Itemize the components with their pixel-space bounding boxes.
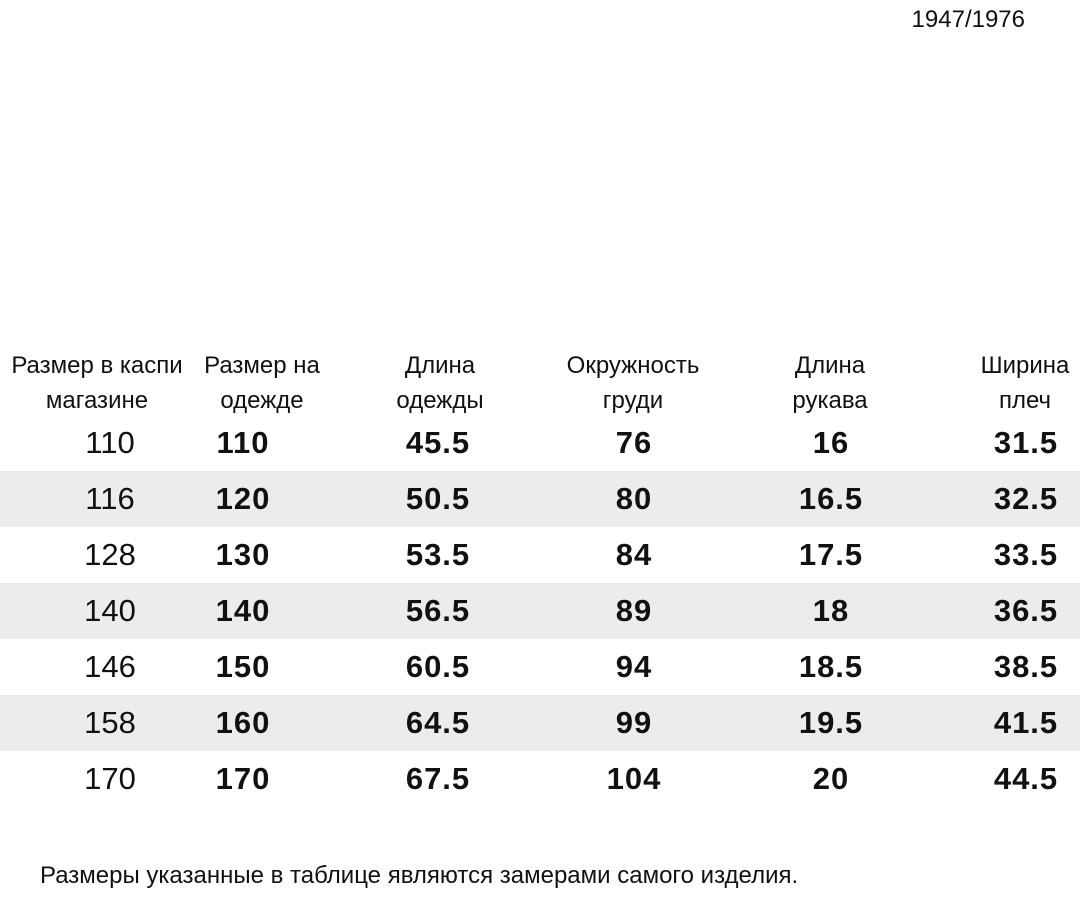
table-cell: 150: [215, 649, 271, 684]
table-cell: 160: [215, 705, 271, 740]
table-cell: 89: [615, 593, 653, 628]
column-header: Размер на одежде: [204, 352, 320, 414]
table-cell: 16: [812, 425, 850, 460]
table-cell: 41.5: [993, 705, 1059, 740]
table-cell: 99: [615, 705, 653, 740]
table-cell: 110: [216, 425, 270, 460]
table-cell: 32.5: [993, 481, 1059, 516]
table-cell: 94: [615, 649, 653, 684]
table-cell: 104: [606, 761, 662, 796]
table-cell: 170: [84, 761, 136, 796]
table-cell: 146: [84, 649, 136, 684]
table-cell: 120: [215, 481, 271, 516]
table-cell: 76: [615, 425, 653, 460]
table-cell: 36.5: [993, 593, 1059, 628]
table-cell: 140: [215, 593, 271, 628]
row-stripe: [0, 471, 1080, 527]
table-cell: 158: [84, 705, 136, 740]
table-cell: 18.5: [798, 649, 864, 684]
note: Размеры указанные в таблице являются зам…: [40, 862, 799, 889]
table-cell: 130: [215, 537, 271, 572]
table-cell: 60.5: [405, 649, 471, 684]
table-cell: 17.5: [798, 537, 864, 572]
table-cell: 67.5: [405, 761, 471, 796]
table-cell: 38.5: [993, 649, 1059, 684]
table-cell: 50.5: [405, 481, 471, 516]
table-cell: 128: [84, 537, 136, 572]
table-cell: 18: [812, 593, 850, 628]
table-cell: 170: [215, 761, 271, 796]
row-stripe: [0, 695, 1080, 751]
table-cell: 140: [84, 593, 136, 628]
table-cell: 116: [85, 481, 135, 516]
table-cell: 84: [615, 537, 653, 572]
column-header: Длина одежды: [396, 352, 484, 414]
table-cell: 56.5: [405, 593, 471, 628]
column-header: Размер в каспи магазине: [11, 352, 183, 414]
table-cell: 45.5: [405, 425, 471, 460]
table-cell: 19.5: [798, 705, 864, 740]
row-stripe: [0, 583, 1080, 639]
table-cell: 31.5: [993, 425, 1059, 460]
table-cell: 110: [85, 425, 135, 460]
table-cell: 44.5: [993, 761, 1059, 796]
product-code: 1947/1976: [911, 6, 1025, 33]
column-header: Ширина плеч: [980, 352, 1070, 414]
table-cell: 53.5: [405, 537, 471, 572]
column-header: Окружность груди: [566, 352, 700, 414]
table-cell: 20: [812, 761, 850, 796]
table-cell: 80: [615, 481, 653, 516]
column-header: Длина рукава: [792, 352, 868, 414]
table-cell: 64.5: [405, 705, 471, 740]
table-cell: 33.5: [993, 537, 1059, 572]
table-cell: 16.5: [798, 481, 864, 516]
